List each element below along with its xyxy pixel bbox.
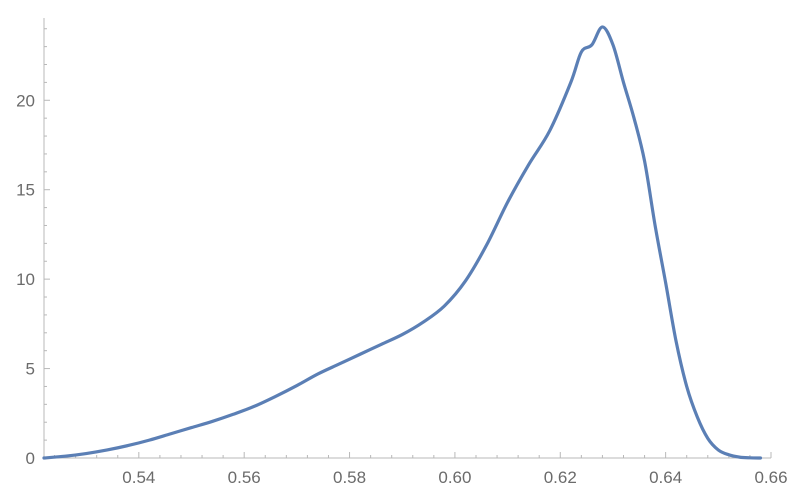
x-tick-label: 0.56 [228,468,261,487]
y-tick-label: 10 [16,270,35,289]
x-tick-label: 0.64 [649,468,682,487]
x-tick-label: 0.60 [438,468,471,487]
x-tick-label: 0.54 [122,468,155,487]
y-tick-label: 0 [26,449,35,468]
y-tick-label: 5 [26,360,35,379]
y-tick-label: 15 [16,181,35,200]
x-tick-label: 0.58 [333,468,366,487]
axes: 0.54 0.56 0.58 0.60 0.62 0.64 0.66 0 5 10 15 20 [16,18,787,487]
x-tick-label: 0.66 [754,468,787,487]
x-tick-label: 0.62 [544,468,577,487]
series-layer [44,27,760,458]
y-tick-label: 20 [16,91,35,110]
series-line [44,27,760,458]
